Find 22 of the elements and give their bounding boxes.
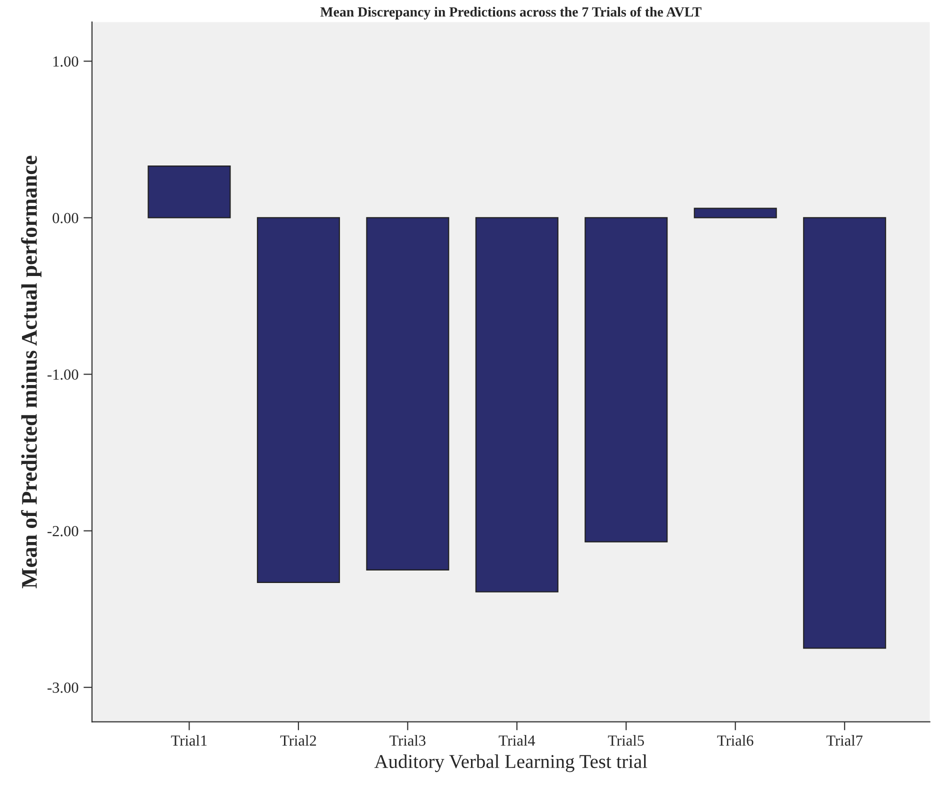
x-tick-label: Trial1 bbox=[171, 735, 207, 746]
x-tick-label: Trial6 bbox=[717, 735, 754, 746]
y-tick-label: 0.00 bbox=[52, 212, 78, 224]
x-tick-label: Trial2 bbox=[280, 735, 316, 746]
y-tick-label: -1.00 bbox=[48, 369, 78, 380]
y-tick-label: -3.00 bbox=[48, 682, 78, 693]
y-tick-label: 1.00 bbox=[53, 56, 78, 67]
y-axis-title: Mean of Predicted minus Actual performance bbox=[21, 156, 42, 588]
bar bbox=[803, 217, 886, 649]
x-tick-label: Trial4 bbox=[498, 735, 536, 746]
bar bbox=[475, 217, 558, 592]
x-tick-label: Trial5 bbox=[608, 735, 644, 746]
y-tick-label: -2.00 bbox=[48, 526, 78, 536]
bar bbox=[256, 217, 340, 584]
bar bbox=[584, 217, 668, 542]
bar bbox=[366, 217, 450, 571]
x-tick-label: Trial3 bbox=[390, 735, 426, 746]
bar bbox=[148, 166, 231, 218]
x-axis-title: Auditory Verbal Learning Test trial bbox=[374, 754, 648, 772]
bar bbox=[694, 208, 777, 218]
chart-title: Mean Discrepancy in Predictions across the 7 Trials of the AVLT bbox=[320, 6, 702, 20]
x-tick-label: Trial7 bbox=[826, 735, 863, 746]
